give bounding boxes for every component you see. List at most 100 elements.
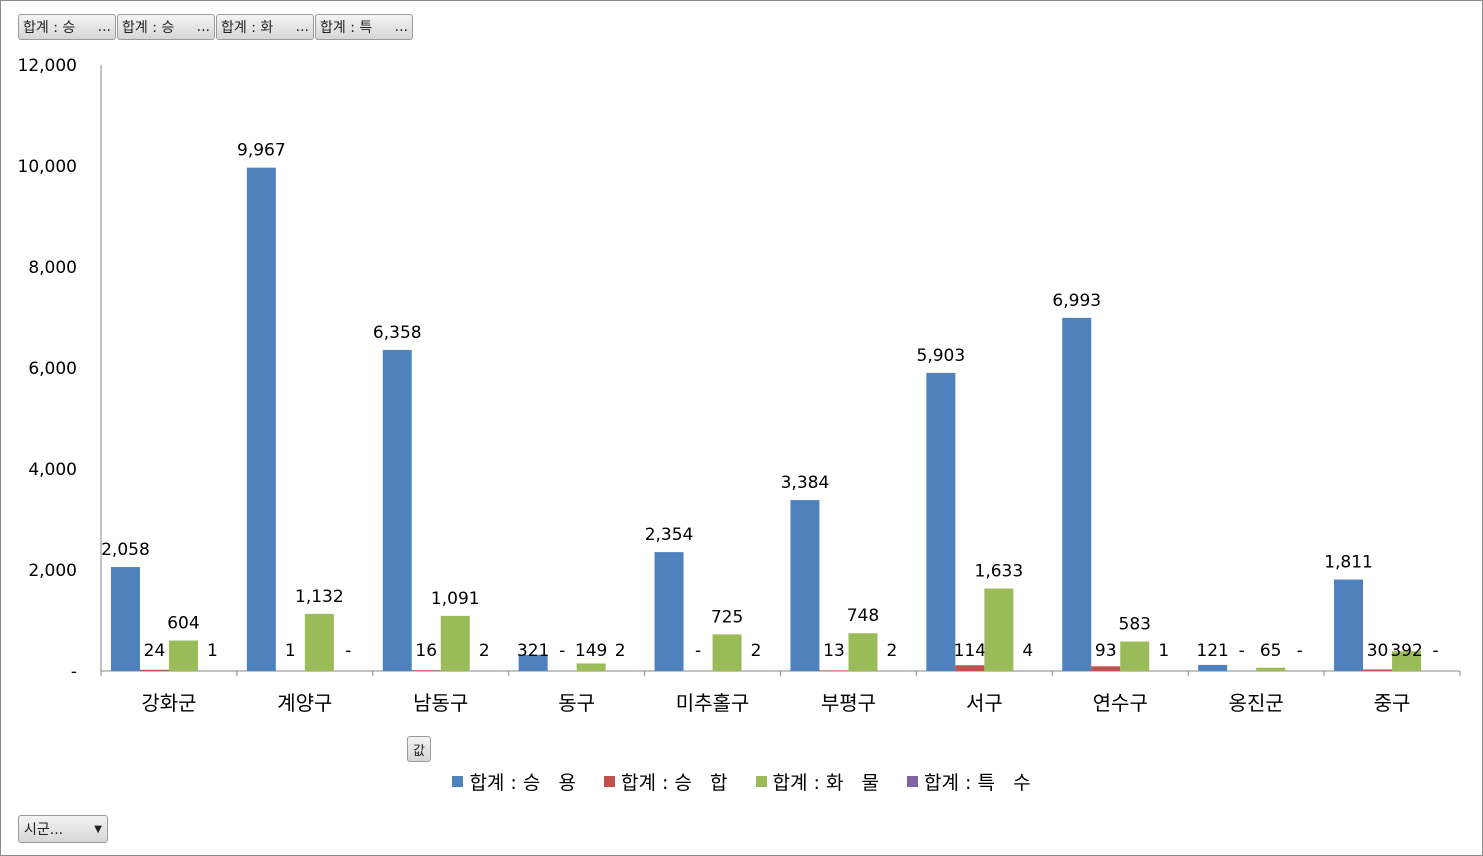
data-label-series-4: 4 [1022,641,1033,661]
data-label-series-4: 2 [479,641,490,661]
data-label-series-2: - [559,641,565,661]
data-label-series-2: 114 [954,641,986,661]
bar-series-2 [1363,669,1393,671]
bar-series-1 [654,552,684,671]
data-label-series-3: 392 [1390,641,1422,661]
legend-swatch-series-4 [907,776,919,787]
x-tick-label: 동구 [558,691,595,715]
bar-series-3 [304,613,334,671]
pivot-value-field-buttons: 합계 : 승 ... 합계 : 승 ... 합계 : 화 ... 합계 : 특 … [18,14,413,40]
data-label-series-4: - [1432,641,1438,661]
bar-series-3 [848,633,878,671]
field-button-4-label: 합계 : 특 [320,20,373,36]
y-tick-label: 8,000 [28,258,77,278]
values-field-button[interactable]: 값 [407,736,431,762]
legend-item-series-3[interactable]: 합계 : 화 물 [755,768,880,795]
data-label-series-1: 5,903 [917,346,966,366]
bar-series-1 [382,349,412,671]
bar-series-2 [955,665,985,671]
data-label-series-3: 748 [847,606,879,626]
y-tick-label: 6,000 [28,359,77,379]
legend-label-series-4: 합계 : 특 수 [924,772,1031,794]
bar-series-3 [712,634,742,671]
legend-item-series-2[interactable]: 합계 : 승 합 [603,768,728,795]
data-label-series-1: 3,384 [781,473,830,493]
y-tick-label: 2,000 [28,561,77,581]
field-button-1[interactable]: 합계 : 승 ... [18,14,116,40]
x-tick-label: 남동구 [413,691,468,715]
legend-swatch-series-2 [603,776,615,787]
field-button-1-label: 합계 : 승 [23,20,76,36]
data-label-series-3: 65 [1260,641,1282,661]
data-label-series-2: 16 [415,641,437,661]
axis-field-button[interactable]: 시군... ▼ [18,815,108,843]
data-label-series-1: 2,354 [645,525,694,545]
data-label-series-1: 6,358 [373,323,422,343]
x-tick-label: 미추홀구 [676,691,750,715]
bar-series-1 [926,372,956,671]
bar-series-2 [139,669,169,671]
x-tick-label: 중구 [1374,691,1411,715]
data-label-series-1: 2,058 [101,540,150,560]
data-label-series-2: - [1239,641,1245,661]
bar-series-3 [168,640,198,671]
x-tick-label: 강화군 [141,691,196,715]
field-button-3[interactable]: 합계 : 화 ... [216,14,314,40]
x-tick-label: 서구 [966,691,1003,715]
bar-series-1 [110,567,140,671]
x-tick-label: 부평구 [821,691,876,715]
bar-series-3 [984,588,1014,671]
bar-series-2 [1091,666,1121,671]
legend-item-series-1[interactable]: 합계 : 승 용 [452,768,576,795]
bar-series-3 [1120,641,1150,671]
field-button-2[interactable]: 합계 : 승 ... [117,14,215,40]
legend-item-series-4[interactable]: 합계 : 특 수 [907,768,1031,795]
field-button-4[interactable]: 합계 : 특 ... [315,14,413,40]
bar-series-2 [411,670,441,671]
bar-series-1 [518,654,548,671]
legend-label-series-2: 합계 : 승 합 [620,772,728,794]
data-label-series-3: 149 [575,641,607,661]
data-label-series-2: 24 [144,641,166,661]
y-tick-label: - [71,662,77,682]
data-label-series-1: 121 [1196,641,1228,661]
bar-series-1 [790,500,820,671]
x-tick-label: 연수구 [1093,691,1148,715]
data-label-series-4: 1 [1158,641,1169,661]
x-tick-label: 계양구 [277,691,332,715]
bar-series-3 [1392,651,1422,671]
data-label-series-3: 725 [711,607,743,627]
y-tick-label: 10,000 [18,157,77,177]
data-label-series-2: 13 [823,641,845,661]
data-label-series-3: 1,633 [975,562,1024,582]
y-tick-label: 4,000 [28,460,77,480]
data-label-series-2: - [695,641,701,661]
legend-label-series-3: 합계 : 화 물 [772,772,880,794]
bar-series-3 [440,615,470,671]
data-label-series-4: - [1297,641,1303,661]
data-label-series-3: 604 [167,613,199,633]
data-label-series-2: 93 [1095,641,1117,661]
bar-series-1 [1198,664,1228,671]
values-field-button-label: 값 [413,743,425,759]
bar-series-1 [1062,317,1092,671]
data-label-series-2: 1 [285,641,296,661]
chart-legend: 합계 : 승 용 합계 : 승 합 합계 : 화 물 합계 : 특 수 [0,768,1483,795]
data-label-series-4: 2 [751,641,762,661]
legend-swatch-series-3 [755,776,767,787]
bar-series-1 [1334,579,1364,671]
bar-series-3 [1256,667,1286,671]
data-label-series-3: 1,091 [431,589,480,609]
data-label-series-1: 6,993 [1052,291,1101,311]
data-label-series-4: 2 [887,641,898,661]
field-button-2-ellipsis: ... [196,19,210,35]
chevron-down-icon: ▼ [94,823,102,835]
bar-series-3 [576,663,606,671]
bar-series-2 [819,670,849,671]
legend-label-series-1: 합계 : 승 용 [469,772,576,794]
data-label-series-3: 1,132 [295,587,344,607]
data-label-series-4: - [345,641,351,661]
data-label-series-1: 1,811 [1324,553,1373,573]
field-button-3-ellipsis: ... [295,19,309,35]
